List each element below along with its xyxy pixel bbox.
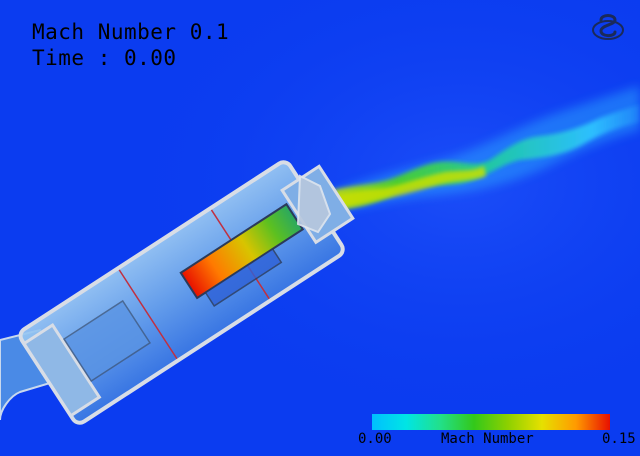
mach-number-label: Mach Number 0.1 xyxy=(32,20,230,44)
nozzle-tip xyxy=(296,174,332,234)
colorbar-max-label: 0.15 xyxy=(602,431,636,447)
colorbar-title: Mach Number xyxy=(441,431,534,447)
logo-icon xyxy=(592,14,624,40)
time-label: Time : 0.00 xyxy=(32,46,177,70)
colorbar-min-label: 0.00 xyxy=(358,431,392,447)
colorbar xyxy=(372,414,610,430)
exhaust-jet xyxy=(316,86,640,214)
